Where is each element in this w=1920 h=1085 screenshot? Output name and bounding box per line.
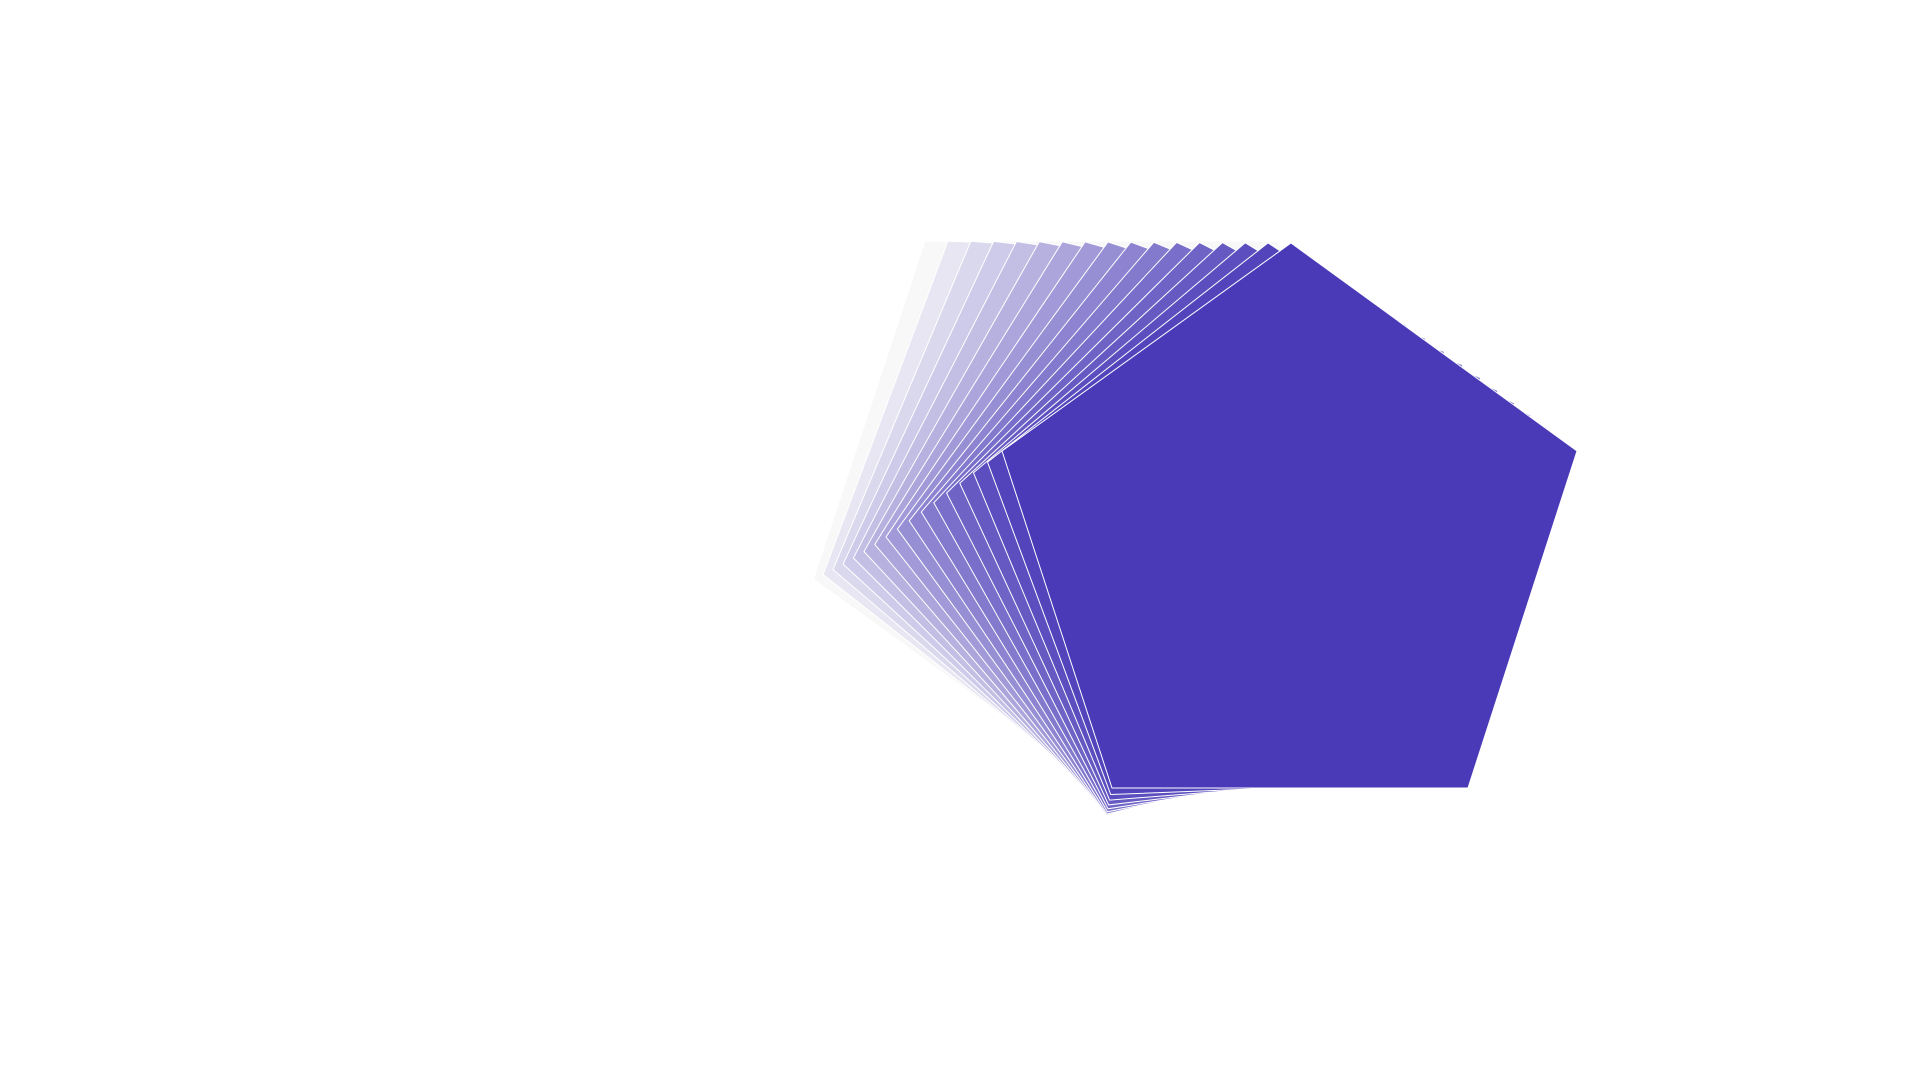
pentagon-layer-17 — [1001, 242, 1578, 789]
